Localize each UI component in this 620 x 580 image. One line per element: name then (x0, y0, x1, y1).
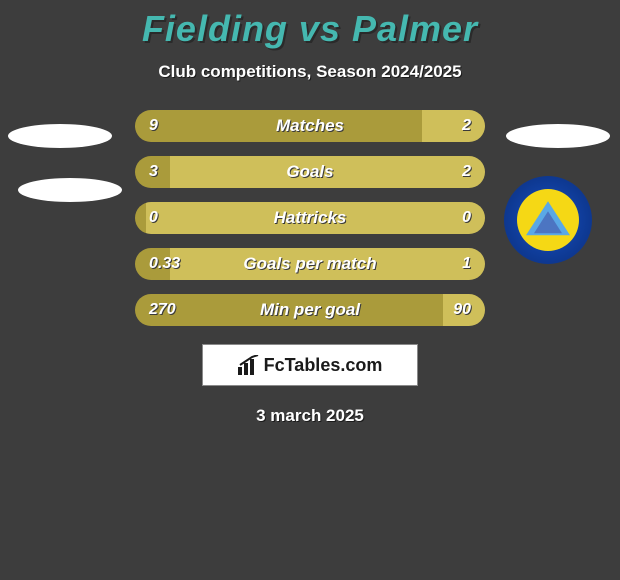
stat-row-goals: 3 Goals 2 (135, 156, 485, 188)
bar-right (443, 294, 485, 326)
stat-row-goals-per-match: 0.33 Goals per match 1 (135, 248, 485, 280)
bar-right (170, 248, 485, 280)
bar-right (146, 202, 486, 234)
brand-name: FcTables.com (264, 355, 383, 376)
stats-container: 9 Matches 2 3 Goals 2 0 Hattricks 0 0.33… (0, 110, 620, 326)
page-title: Fielding vs Palmer (0, 0, 620, 50)
date-label: 3 march 2025 (0, 406, 620, 426)
bar-left (135, 248, 170, 280)
bar-right (170, 156, 485, 188)
brand-name-suffix: .com (340, 355, 382, 375)
bar-left (135, 156, 170, 188)
bar-left (135, 202, 146, 234)
stat-row-hattricks: 0 Hattricks 0 (135, 202, 485, 234)
chart-icon (238, 355, 260, 375)
bar-right (422, 110, 485, 142)
brand-name-main: FcTables (264, 355, 341, 375)
stat-row-matches: 9 Matches 2 (135, 110, 485, 142)
brand-attribution[interactable]: FcTables.com (202, 344, 418, 386)
bar-left (135, 294, 443, 326)
bar-left (135, 110, 422, 142)
stat-row-min-per-goal: 270 Min per goal 90 (135, 294, 485, 326)
subtitle: Club competitions, Season 2024/2025 (0, 62, 620, 82)
